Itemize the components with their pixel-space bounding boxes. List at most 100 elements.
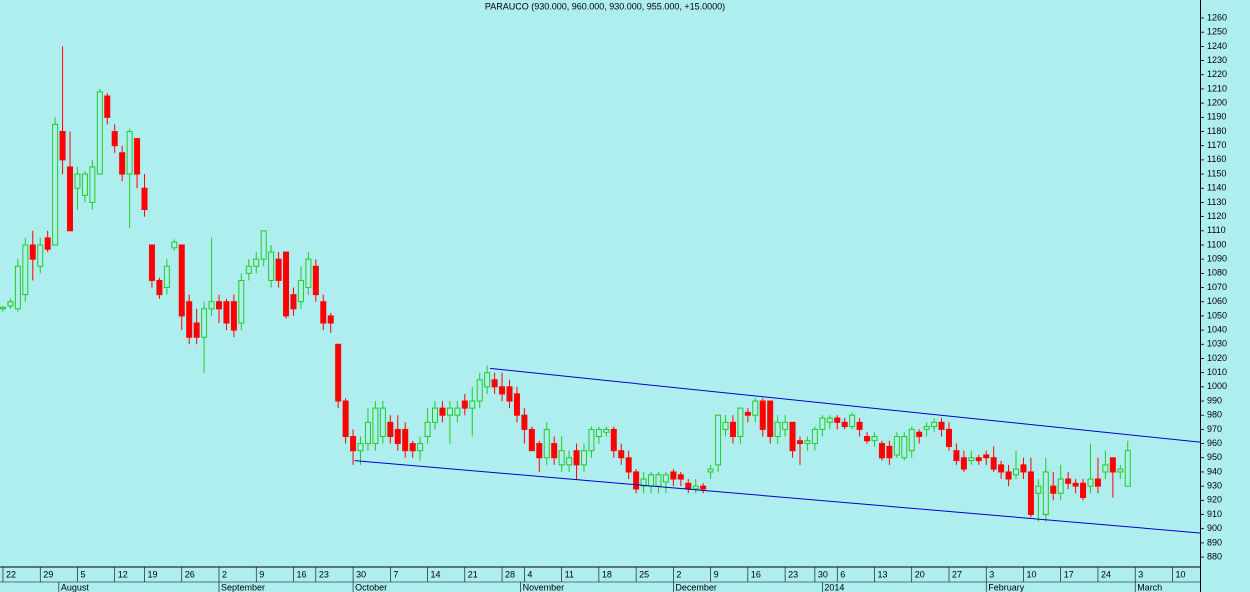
- candle-body: [312, 265, 319, 296]
- x-tick-label: 12: [118, 569, 128, 579]
- candle-body: [290, 294, 297, 310]
- candle-body: [521, 414, 528, 430]
- candle-body: [700, 485, 707, 490]
- x-tick-label: 9: [259, 569, 264, 579]
- x-tick-label: 10: [1175, 569, 1185, 579]
- candle-body: [901, 435, 908, 459]
- y-tick-label: 1150: [1207, 168, 1226, 178]
- candle-body: [759, 400, 766, 430]
- candle-body: [0, 306, 6, 310]
- candle-body: [990, 457, 997, 470]
- candle-body: [1057, 478, 1064, 494]
- y-tick-label: 970: [1207, 424, 1222, 434]
- candle-body: [774, 421, 781, 437]
- candle-body: [67, 166, 74, 232]
- candle-body: [260, 230, 267, 260]
- candle-body: [722, 421, 729, 430]
- candle-body: [1094, 478, 1101, 487]
- candle-body: [1042, 471, 1049, 516]
- candle-body: [52, 123, 59, 246]
- candle-body: [677, 474, 684, 480]
- candle-body: [789, 421, 796, 452]
- candle-body: [37, 244, 44, 267]
- candle-body: [335, 343, 342, 402]
- candle-body: [715, 414, 722, 466]
- candle-body: [119, 152, 126, 175]
- candle-body: [357, 443, 364, 452]
- x-tick-label: 17: [1064, 569, 1074, 579]
- x-tick-label: 4: [527, 569, 532, 579]
- candle-body: [595, 428, 602, 437]
- candle-body: [871, 435, 878, 442]
- candle-body: [856, 421, 863, 430]
- candle-body: [513, 393, 520, 416]
- candle-body: [1050, 485, 1057, 494]
- candle-body: [551, 443, 558, 459]
- candle-body: [1102, 464, 1109, 473]
- y-tick-label: 1110: [1207, 225, 1226, 235]
- candle-body: [350, 435, 357, 452]
- y-tick-label: 1120: [1207, 211, 1226, 221]
- candle-body: [186, 301, 193, 338]
- candle-body: [1020, 464, 1027, 473]
- y-tick-label: 1200: [1207, 98, 1227, 108]
- candle-body: [156, 279, 163, 296]
- x-tick-label: 18: [602, 569, 612, 579]
- x-tick-label: 22: [6, 569, 16, 579]
- candle-body: [804, 440, 811, 445]
- candle-body: [1005, 471, 1012, 480]
- candle-body: [432, 407, 439, 423]
- candle-body: [908, 428, 915, 452]
- x-tick-label: 14: [431, 569, 441, 579]
- candle-body: [588, 428, 595, 452]
- candle-body: [305, 258, 312, 289]
- x-tick-label: 9: [714, 569, 719, 579]
- y-tick-label: 1260: [1207, 12, 1227, 22]
- x-tick-label: 27: [952, 569, 962, 579]
- x-tick-label: 16: [751, 569, 761, 579]
- y-tick-label: 920: [1207, 495, 1222, 505]
- candle-body: [1035, 485, 1042, 494]
- candle-body: [283, 251, 290, 317]
- candle-body: [223, 301, 230, 324]
- candle-body: [1027, 471, 1034, 516]
- candle-body: [499, 386, 506, 395]
- candle-body: [960, 457, 967, 470]
- candle-body: [878, 443, 885, 459]
- y-tick-label: 1080: [1207, 268, 1227, 278]
- candle-body: [968, 457, 975, 462]
- month-label: 2014: [824, 582, 844, 592]
- y-tick-label: 1070: [1207, 282, 1227, 292]
- candle-body: [886, 445, 893, 459]
- y-tick-label: 1030: [1207, 339, 1227, 349]
- candle-body: [670, 471, 677, 480]
- candle-body: [126, 131, 133, 175]
- candle-body: [297, 279, 304, 303]
- y-tick-label: 930: [1207, 481, 1222, 491]
- y-tick-label: 890: [1207, 537, 1222, 547]
- candle-body: [268, 251, 275, 281]
- candle-body: [342, 400, 349, 437]
- candle-body: [141, 187, 148, 211]
- candle-body: [230, 301, 237, 331]
- candle-body: [580, 450, 587, 466]
- candle-body: [648, 474, 655, 487]
- y-tick-label: 940: [1207, 466, 1222, 476]
- candle-body: [201, 308, 208, 338]
- candle-body: [1065, 478, 1072, 484]
- x-tick-label: 24: [1101, 569, 1111, 579]
- candle-body: [893, 435, 900, 456]
- candle-body: [22, 244, 29, 296]
- y-tick-label: 1050: [1207, 310, 1227, 320]
- candle-body: [148, 244, 155, 281]
- candle-body: [685, 482, 692, 490]
- x-tick-label: 10: [1026, 569, 1036, 579]
- candle-body: [528, 428, 535, 452]
- candle-body: [484, 372, 491, 388]
- candle-body: [81, 173, 88, 196]
- candle-body: [417, 443, 424, 452]
- candle-body: [811, 428, 818, 445]
- x-tick-label: 3: [989, 569, 994, 579]
- x-tick-label: 23: [788, 569, 798, 579]
